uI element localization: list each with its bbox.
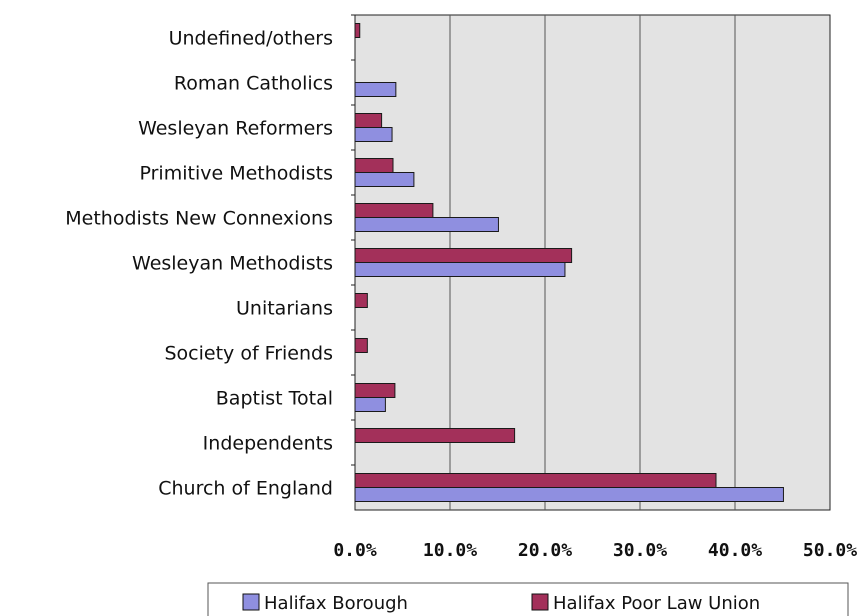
bar-halifax-poor-law-union	[354, 248, 573, 263]
x-tick-label: 10.0%	[423, 540, 477, 561]
bar-halifax-poor-law-union	[354, 428, 516, 443]
x-tick-labels: 0.0% 10.0% 20.0% 30.0% 40.0% 50.0%	[333, 540, 857, 561]
x-tick-label: 50.0%	[803, 540, 857, 561]
bar-halifax-borough	[354, 397, 386, 412]
legend-swatch-halifax-borough	[242, 593, 260, 611]
category-label: Independents	[203, 433, 333, 455]
category-label: Wesleyan Reformers	[138, 118, 333, 140]
x-tick-label: 40.0%	[708, 540, 762, 561]
bar-halifax-poor-law-union	[354, 383, 396, 398]
bar-halifax-poor-law-union	[354, 338, 368, 353]
category-label: Baptist Total	[216, 388, 333, 410]
legend-label-halifax-borough: Halifax Borough	[264, 593, 408, 614]
category-label: Society of Friends	[164, 343, 333, 365]
category-labels: Undefined/others Roman Catholics Wesleyan …	[65, 14, 355, 500]
category-label: Wesleyan Methodists	[132, 253, 333, 275]
bars	[354, 23, 784, 502]
x-tick-label: 0.0%	[333, 540, 377, 561]
category-label: Roman Catholics	[174, 73, 333, 95]
bar-halifax-poor-law-union	[354, 293, 368, 308]
category-label: Church of England	[158, 478, 333, 500]
bar-halifax-borough	[354, 172, 415, 187]
x-tick-label: 30.0%	[613, 540, 667, 561]
bar-halifax-poor-law-union	[354, 473, 717, 488]
category-label: Unitarians	[236, 298, 333, 320]
bar-halifax-borough	[354, 217, 499, 232]
category-label: Primitive Methodists	[140, 163, 334, 185]
bar-halifax-poor-law-union	[354, 203, 434, 218]
x-tick-label: 20.0%	[518, 540, 572, 561]
category-label: Methodists New Connexions	[65, 208, 333, 230]
bar-halifax-poor-law-union	[354, 158, 394, 173]
category-label: Undefined/others	[169, 28, 333, 50]
legend-label-halifax-poor-law-union: Halifax Poor Law Union	[553, 593, 760, 614]
bar-halifax-poor-law-union	[354, 113, 383, 128]
bar-halifax-borough	[354, 82, 397, 97]
legend-box	[207, 582, 849, 616]
bar-halifax-borough	[354, 127, 393, 142]
bar-halifax-borough	[354, 487, 784, 502]
bar-halifax-borough	[354, 262, 566, 277]
legend: Halifax Borough Halifax Poor Law Union	[207, 582, 849, 616]
bar-halifax-poor-law-union	[354, 23, 361, 38]
legend-swatch-halifax-poor-law-union	[531, 593, 549, 611]
